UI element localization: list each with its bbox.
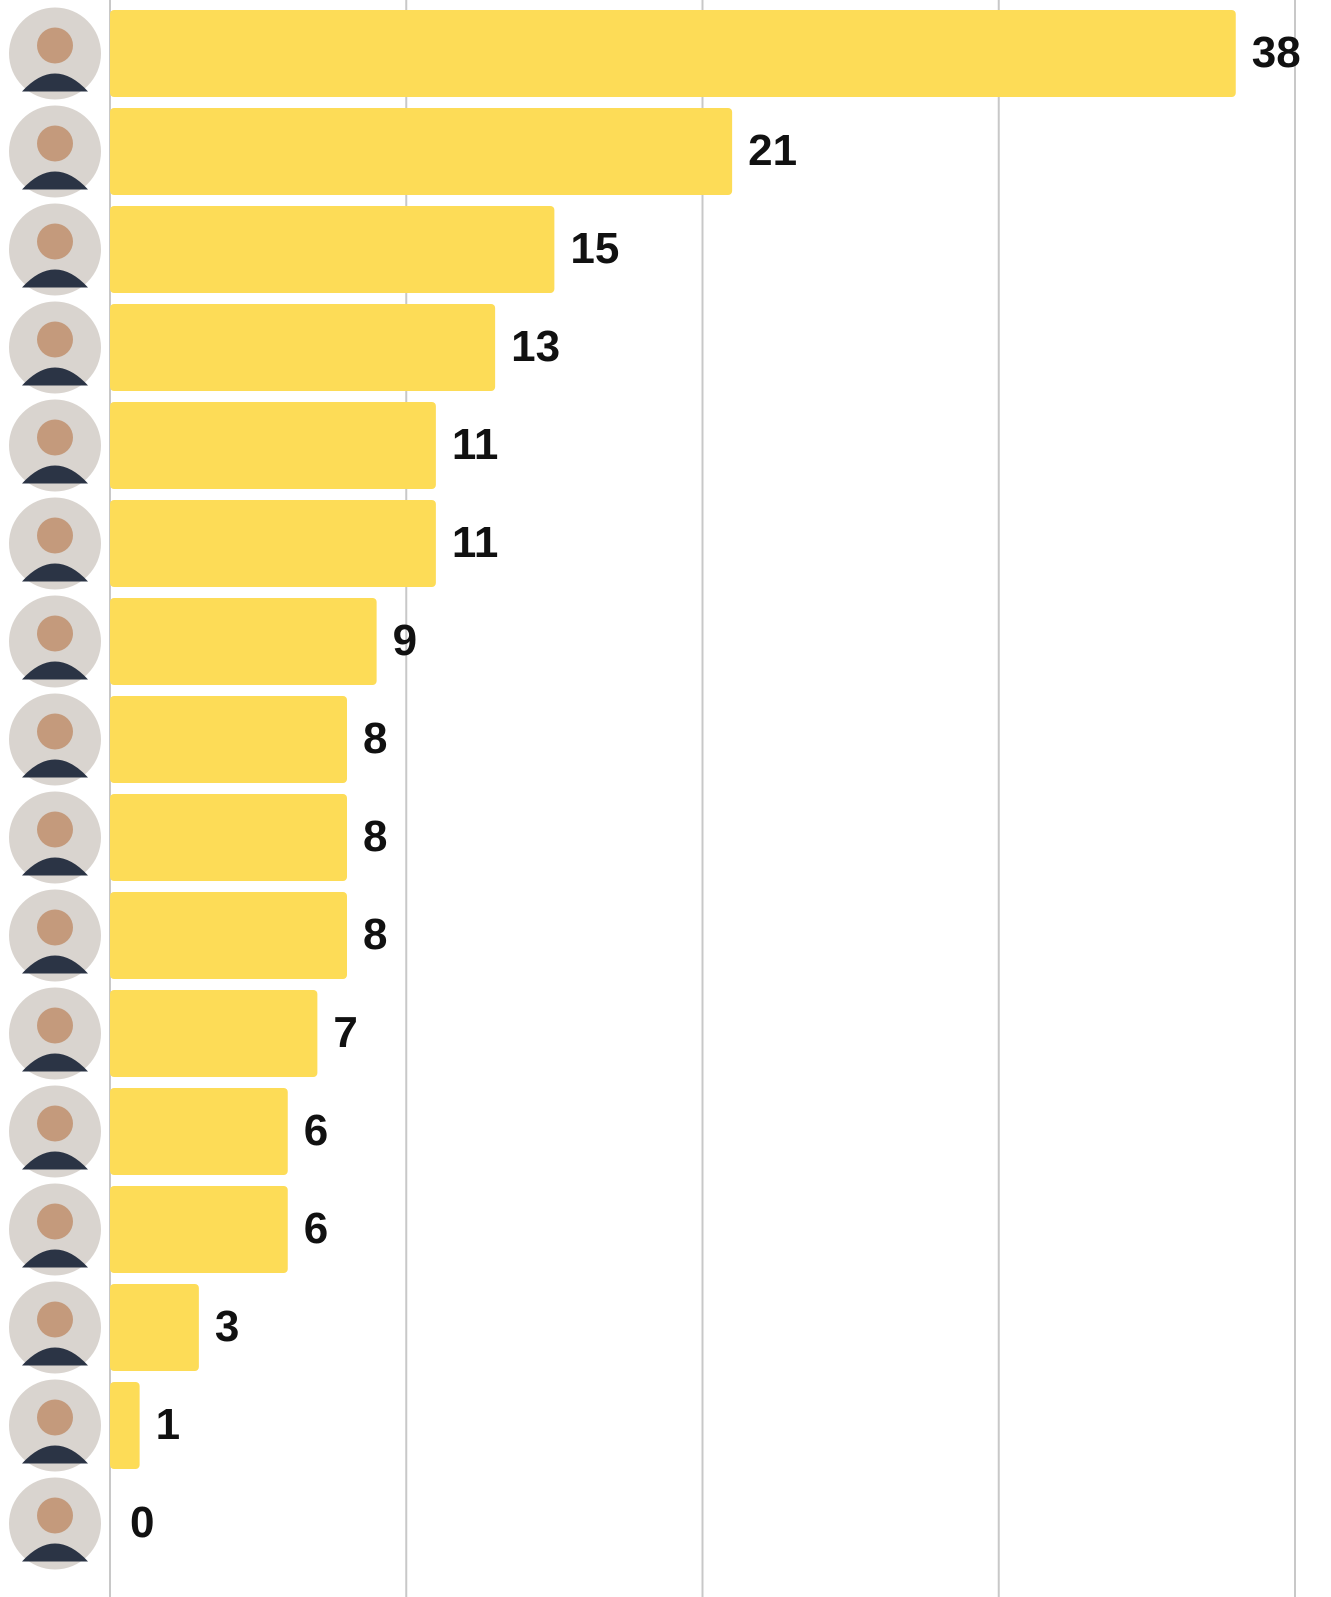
avatar-head [37,126,73,162]
avatar-head [37,1008,73,1044]
value-label: 3 [215,1302,239,1351]
avatar-head [37,224,73,260]
bar [110,1088,288,1175]
value-label: 13 [511,322,560,371]
bar [110,696,347,783]
value-label: 9 [393,616,417,665]
value-label: 0 [130,1498,154,1547]
avatar [9,694,101,786]
avatar [9,1184,101,1276]
bar [110,500,436,587]
bar [110,990,317,1077]
avatar-head [37,28,73,64]
avatar-head [37,420,73,456]
value-label: 21 [748,126,797,175]
avatar-head [37,322,73,358]
bar [110,304,495,391]
avatar-head [37,714,73,750]
bar [110,1284,199,1371]
value-label: 8 [363,714,387,763]
avatar [9,204,101,296]
avatar-head [37,1498,73,1534]
avatar [9,890,101,982]
bar [110,1382,140,1469]
avatar [9,1478,101,1570]
avatar [9,596,101,688]
bar [110,10,1236,97]
value-label: 6 [304,1204,328,1253]
avatar [9,1086,101,1178]
value-label: 15 [570,224,619,273]
avatar [9,106,101,198]
avatar-head [37,1204,73,1240]
avatar [9,1282,101,1374]
bar [110,402,436,489]
value-label: 1 [156,1400,180,1449]
bar [110,108,732,195]
value-label: 6 [304,1106,328,1155]
avatar-head [37,1106,73,1142]
value-label: 8 [363,910,387,959]
bar [110,206,554,293]
value-label: 11 [452,518,499,567]
avatar-head [37,910,73,946]
chart: 3821151311119888766310 [0,0,1331,1597]
bar [110,598,377,685]
avatar-head [37,812,73,848]
avatar [9,792,101,884]
avatar [9,8,101,100]
avatar [9,400,101,492]
value-label: 38 [1252,28,1301,77]
bar [110,794,347,881]
avatar [9,498,101,590]
bar [110,1186,288,1273]
value-label: 11 [452,420,499,469]
avatar [9,1380,101,1472]
avatar-head [37,1302,73,1338]
avatar-head [37,1400,73,1436]
avatar-head [37,518,73,554]
page: 3821151311119888766310 (() => { const da… [0,0,1331,1597]
avatar [9,988,101,1080]
avatar [9,302,101,394]
value-label: 8 [363,812,387,861]
bar [110,892,347,979]
avatar-head [37,616,73,652]
value-label: 7 [333,1008,357,1057]
